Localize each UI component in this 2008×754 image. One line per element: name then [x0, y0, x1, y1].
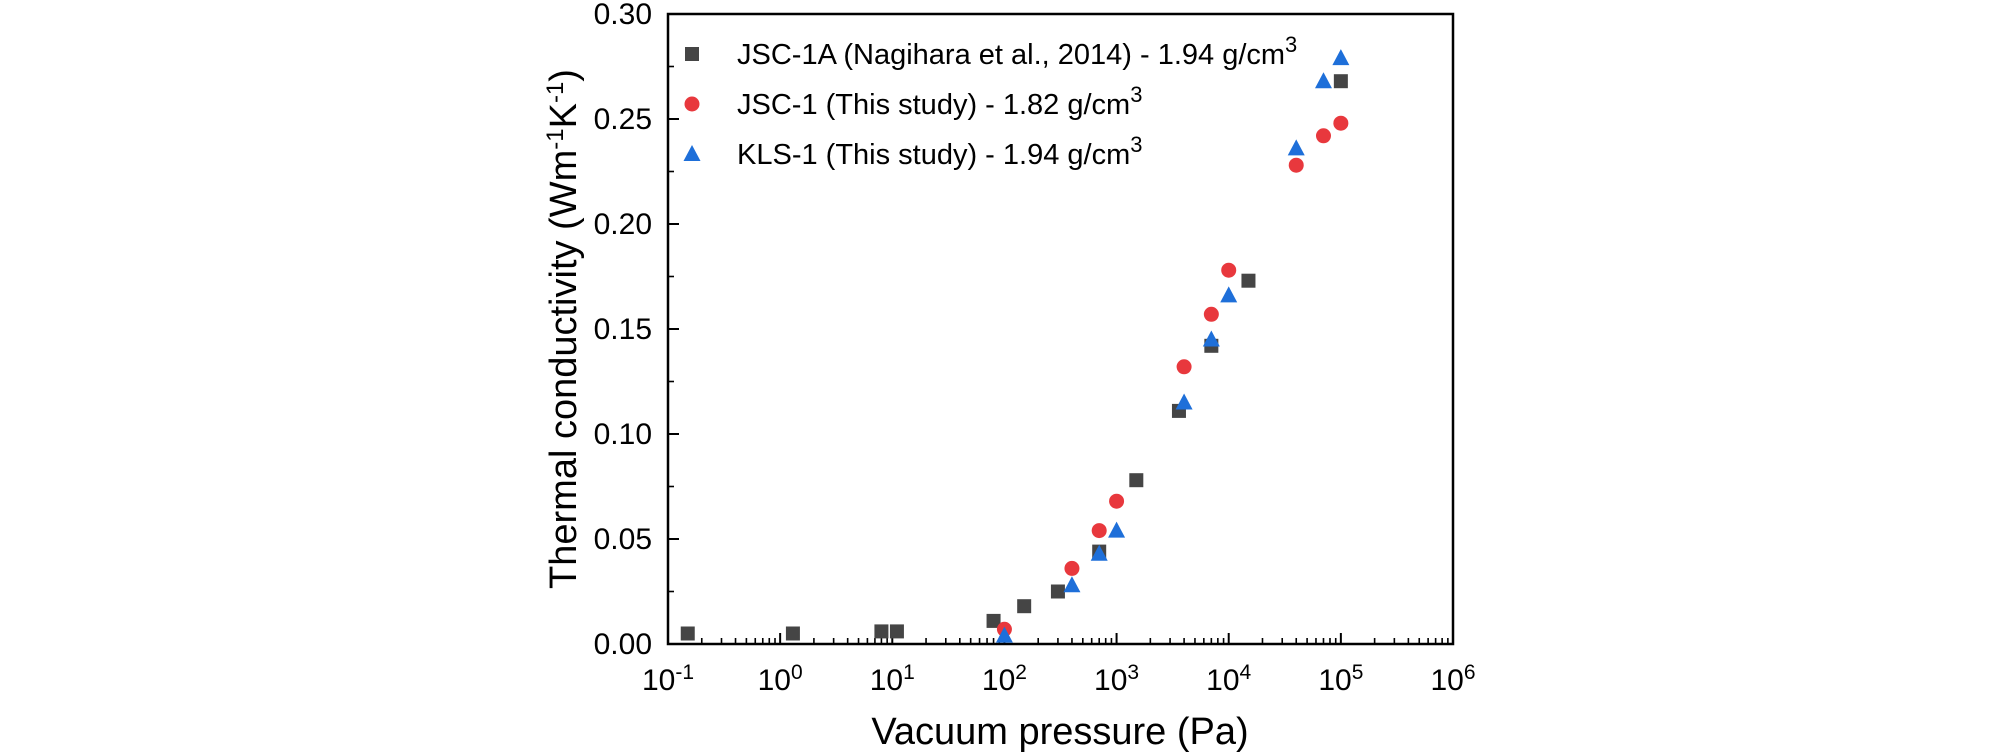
data-point-triangle — [1220, 286, 1238, 303]
data-point-triangle — [1175, 393, 1193, 410]
legend-label: JSC-1A (Nagihara et al., 2014) - 1.94 g/… — [737, 32, 1297, 72]
x-tick-label-exp: 5 — [1352, 661, 1364, 684]
x-tick-label-base: 10 — [642, 664, 675, 697]
data-point-square — [986, 613, 1001, 628]
x-tick-label: 104 — [1206, 661, 1251, 698]
data-point-triangle — [1063, 576, 1081, 593]
data-point-triangle — [1314, 72, 1332, 89]
x-tick-label: 106 — [1430, 661, 1475, 698]
legend-label-sup: 3 — [1130, 132, 1142, 157]
y-tick-label: 0.25 — [594, 103, 652, 136]
x-tick-label-base: 10 — [758, 664, 791, 697]
y-tick-label: 0.00 — [594, 628, 652, 661]
data-point-square — [785, 626, 800, 641]
legend-label-text: KLS-1 (This study) - 1.94 g/cm — [737, 139, 1130, 171]
data-point-circle — [1064, 560, 1080, 576]
data-point-square — [1050, 584, 1065, 599]
y-tick-label: 0.10 — [594, 418, 652, 451]
legend-marker-square — [685, 47, 699, 61]
x-tick-label-exp: -1 — [675, 661, 694, 684]
data-point-circle — [1221, 262, 1237, 278]
y-axis-title-mid: K — [543, 103, 585, 128]
data-point-triangle — [1287, 139, 1305, 156]
legend: JSC-1A (Nagihara et al., 2014) - 1.94 g/… — [683, 32, 1297, 172]
x-tick-label: 102 — [982, 661, 1027, 698]
data-point-square — [1129, 473, 1144, 488]
data-point-square — [874, 624, 889, 639]
legend-marker-circle — [684, 96, 700, 112]
data-point-circle — [1333, 115, 1349, 131]
x-tick-label-exp: 4 — [1240, 661, 1252, 684]
data-point-circle — [1288, 157, 1304, 173]
legend-label-text: JSC-1 (This study) - 1.82 g/cm — [737, 89, 1130, 121]
y-axis-title-base: Thermal conductivity (Wm — [543, 150, 585, 589]
x-tick-label: 105 — [1318, 661, 1363, 698]
x-tick-label-exp: 3 — [1127, 661, 1139, 684]
x-tick-label-base: 10 — [1318, 664, 1351, 697]
data-point-square — [889, 624, 904, 639]
data-point-circle — [1109, 493, 1125, 509]
x-tick-label-exp: 2 — [1015, 661, 1027, 684]
data-point-square — [1333, 74, 1348, 89]
legend-label: KLS-1 (This study) - 1.94 g/cm3 — [737, 132, 1143, 172]
x-tick-label-exp: 1 — [903, 661, 915, 684]
data-point-square — [680, 626, 695, 641]
x-tick-label-exp: 6 — [1464, 661, 1476, 684]
x-tick-label: 101 — [870, 661, 915, 698]
series-triangle — [995, 49, 1350, 643]
y-axis-title: Thermal conductivity (Wm-1K-1) — [542, 69, 586, 589]
x-tick-label-exp: 0 — [791, 661, 803, 684]
y-tick-label: 0.05 — [594, 523, 652, 556]
x-tick-label-base: 10 — [1206, 664, 1239, 697]
series-square — [680, 74, 1348, 641]
x-tick-label-base: 10 — [1430, 664, 1463, 697]
y-axis-title-exp2: -1 — [542, 82, 569, 103]
data-point-triangle — [995, 626, 1013, 643]
data-point-square — [1241, 273, 1256, 288]
legend-label-sup: 3 — [1130, 82, 1142, 107]
data-point-square — [1017, 599, 1032, 614]
x-tick-label-base: 10 — [870, 664, 903, 697]
data-point-circle — [1315, 128, 1331, 144]
data-point-triangle — [1332, 49, 1350, 66]
legend-label-text: JSC-1A (Nagihara et al., 2014) - 1.94 g/… — [737, 39, 1285, 71]
y-axis-title-end: ) — [543, 69, 585, 82]
series-circle — [996, 115, 1349, 637]
data-point-triangle — [1202, 330, 1220, 347]
y-tick-label: 0.15 — [594, 313, 652, 346]
x-tick-label: 103 — [1094, 661, 1139, 698]
legend-marker-triangle — [683, 145, 701, 161]
legend-label-sup: 3 — [1285, 32, 1297, 57]
y-tick-label: 0.20 — [594, 208, 652, 241]
data-point-triangle — [1108, 521, 1126, 538]
x-tick-label-base: 10 — [982, 664, 1015, 697]
data-point-circle — [1176, 359, 1192, 375]
y-tick-label: 0.30 — [594, 0, 652, 31]
x-tick-label-base: 10 — [1094, 664, 1127, 697]
legend-label: JSC-1 (This study) - 1.82 g/cm3 — [737, 82, 1142, 122]
x-tick-label: 100 — [758, 661, 803, 698]
data-point-circle — [1203, 306, 1219, 322]
points-layer — [680, 49, 1350, 643]
data-point-triangle — [1090, 544, 1108, 561]
x-tick-label: 10-1 — [642, 661, 694, 698]
ticks-layer: 10-1 100 101 102 103 104 105 1060.000.050.100.1… — [594, 0, 1476, 697]
y-axis-title-exp1: -1 — [542, 128, 569, 149]
x-axis-title: Vacuum pressure (Pa) — [871, 711, 1248, 753]
data-point-circle — [1091, 523, 1107, 539]
